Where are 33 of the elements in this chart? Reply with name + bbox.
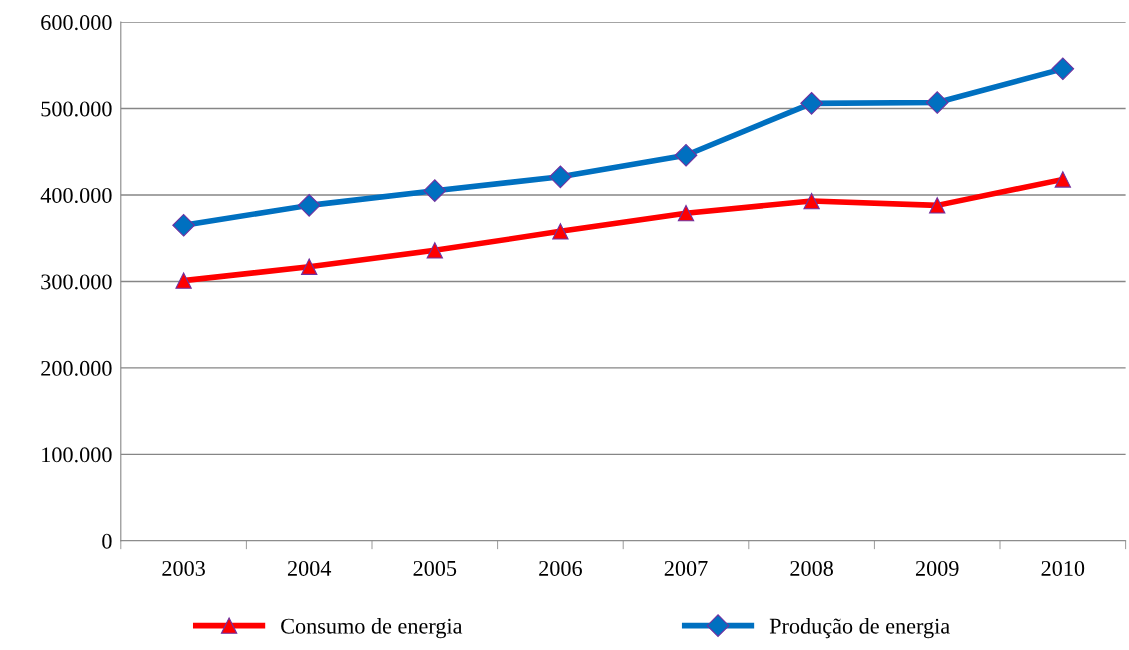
x-tick-label: 2006 xyxy=(539,560,582,576)
x-tick-label: 2003 xyxy=(162,560,205,576)
x-tick-label: 2010 xyxy=(1041,560,1085,576)
y-tick-label: 0 xyxy=(102,533,112,549)
point xyxy=(297,194,321,217)
point xyxy=(1051,57,1075,81)
point xyxy=(1054,171,1072,188)
point xyxy=(426,242,443,259)
point xyxy=(674,143,698,167)
x-tick-label: 2005 xyxy=(413,560,457,576)
x-tick-label: 2009 xyxy=(915,560,959,576)
point xyxy=(301,258,318,275)
x-tick-label: 2007 xyxy=(664,560,708,576)
point xyxy=(549,165,572,189)
point xyxy=(803,192,820,210)
y-tick-label: 200.000 xyxy=(41,360,112,376)
y-tick-label: 600.000 xyxy=(41,15,112,31)
point xyxy=(552,223,569,240)
point xyxy=(929,197,946,214)
y-tick-label: 500.000 xyxy=(41,101,112,117)
x-tick-label: 2004 xyxy=(287,560,332,576)
point xyxy=(175,272,192,289)
legend-label: Produção de energia xyxy=(769,617,950,639)
y-tick-label: 300.000 xyxy=(41,274,112,290)
legend-label: Consumo de energia xyxy=(281,617,463,639)
point xyxy=(677,204,695,222)
y-tick-label: 400.000 xyxy=(40,187,112,204)
x-tick-label: 2008 xyxy=(790,560,833,576)
y-tick-label: 100.000 xyxy=(42,447,112,463)
point xyxy=(800,92,823,115)
point xyxy=(925,91,949,114)
point xyxy=(172,213,195,237)
point xyxy=(423,179,447,203)
